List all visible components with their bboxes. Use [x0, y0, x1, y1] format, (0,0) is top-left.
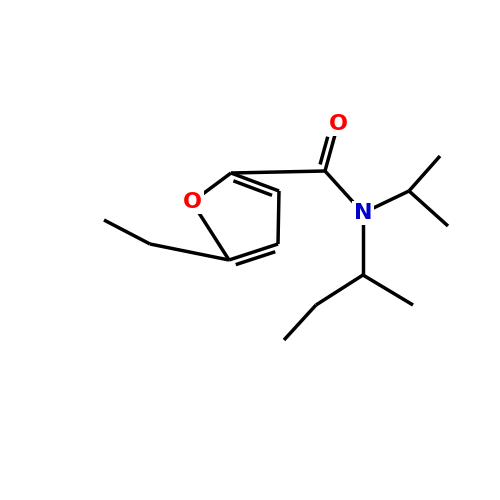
Text: O: O [328, 114, 347, 134]
Text: O: O [182, 192, 202, 212]
Text: N: N [354, 203, 372, 223]
